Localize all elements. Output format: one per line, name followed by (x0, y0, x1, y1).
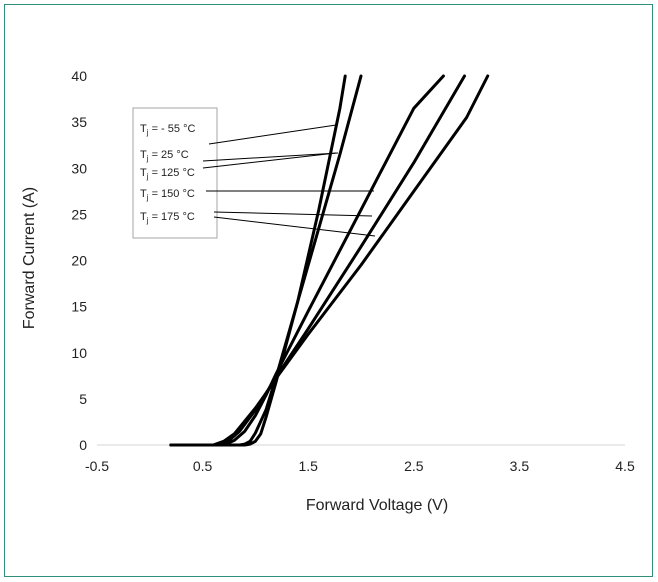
x-tick-label: 3.5 (510, 458, 530, 474)
y-axis-title: Forward Current (A) (21, 187, 38, 329)
x-tick-label: 2.5 (404, 458, 424, 474)
chart-frame (4, 4, 653, 577)
y-tick-label: 15 (71, 299, 87, 315)
y-tick-label: 0 (79, 437, 87, 453)
x-axis-title: Forward Voltage (V) (306, 497, 448, 514)
legend-leader-line (208, 124, 337, 145)
legend-label-3: Tj = 150 °C (140, 188, 195, 202)
legend-box (132, 107, 218, 239)
legend-label-1: Tj = 25 °C (140, 149, 189, 163)
y-tick-label: 5 (79, 391, 87, 407)
x-tick-label: 1.5 (298, 458, 318, 474)
series-line-4 (169, 74, 490, 447)
y-tick-label: 10 (71, 345, 87, 361)
y-tick-label: 20 (71, 253, 87, 269)
y-tick-label: 35 (71, 114, 87, 130)
y-tick-label: 30 (71, 160, 87, 176)
series-layer (169, 74, 490, 447)
legend-label-2: Tj = 125 °C (140, 167, 195, 181)
x-tick-label: 4.5 (615, 458, 635, 474)
legend: Tj = - 55 °C Tj = 25 °C Tj = 125 °C Tj = 15… (132, 107, 376, 239)
series-line-1 (169, 74, 363, 447)
legend-leader-line (213, 216, 376, 237)
legend-leader-line (213, 211, 373, 217)
x-tick-label: -0.5 (85, 458, 109, 474)
x-tick-label: 0.5 (193, 458, 213, 474)
legend-label-0: Tj = - 55 °C (140, 123, 195, 137)
series-line-0 (169, 74, 347, 447)
legend-leader-line (202, 152, 339, 162)
legend-leader-line (202, 152, 337, 169)
x-tick-labels: -0.5 0.5 1.5 2.5 3.5 4.5 (85, 458, 635, 474)
legend-label-4: Tj = 175 °C (140, 211, 195, 225)
y-tick-label: 25 (71, 206, 87, 222)
y-tick-labels: 0 5 10 15 20 25 30 35 40 (71, 68, 87, 453)
y-tick-label: 40 (71, 68, 87, 84)
